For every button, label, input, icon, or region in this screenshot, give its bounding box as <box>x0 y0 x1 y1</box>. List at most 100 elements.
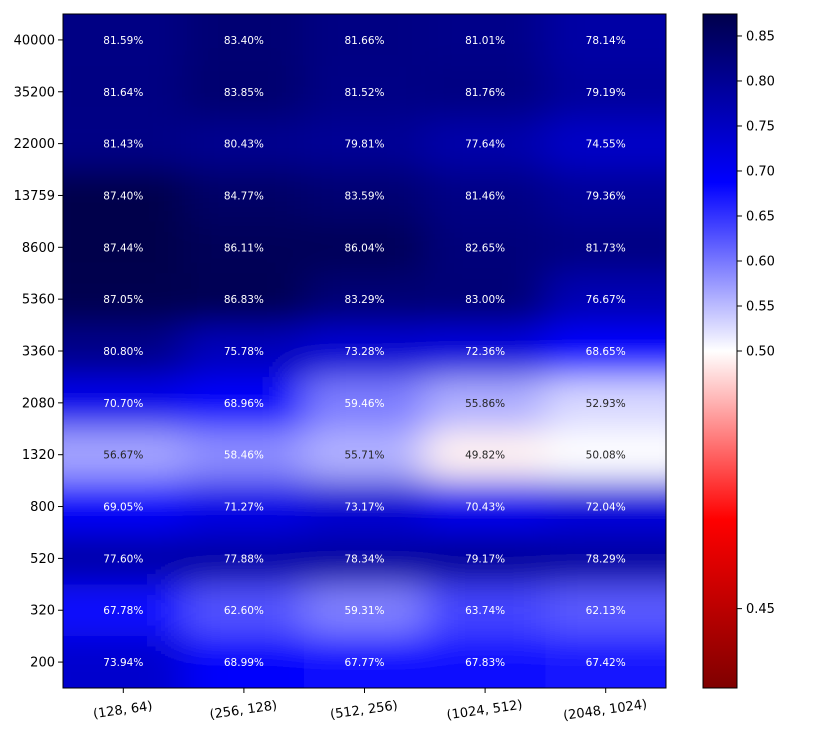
heatmap-cell <box>183 117 305 171</box>
cell-value-label: 79.19% <box>586 87 626 99</box>
heatmap-cell <box>545 221 666 274</box>
cell-value-label: 63.74% <box>465 605 505 617</box>
cell-value-label: 83.00% <box>465 294 505 306</box>
x-axis: (128, 64) (256, 128) (512, 256) (1024, 512)… <box>92 688 648 724</box>
cell-value-label: 81.52% <box>344 87 384 99</box>
y-tick-label: 1320 <box>22 448 55 463</box>
heatmap-cell <box>183 221 305 274</box>
y-tick-label: 13759 <box>14 189 55 204</box>
cell-value-label: 59.46% <box>344 398 384 410</box>
cell-value-label: 83.85% <box>224 87 264 99</box>
heatmap-cell <box>183 376 305 430</box>
y-tick-label: 320 <box>30 604 55 619</box>
colorbar-tick-label: 0.65 <box>746 209 775 224</box>
cell-value-label: 79.17% <box>465 553 505 565</box>
heatmap-cell <box>183 584 305 637</box>
heatmap-cell <box>545 376 666 430</box>
colorbar-tick-label: 0.70 <box>746 164 775 179</box>
heatmap-plot-area: 81.59% 83.40% 81.66% 81.01% 78.14% 81.64% 83.8… <box>62 13 667 689</box>
y-tick-label: 5360 <box>22 293 55 308</box>
cell-value-label: 74.55% <box>586 139 626 151</box>
cell-value-label: 67.83% <box>465 657 505 669</box>
cell-value-label: 83.59% <box>344 190 384 202</box>
heatmap-cell <box>304 532 426 585</box>
cell-value-label: 62.13% <box>586 605 626 617</box>
heatmap-cell <box>183 14 305 67</box>
y-tick-label: 520 <box>30 552 55 567</box>
heatmap-cell <box>183 428 305 482</box>
cell-value-label: 77.64% <box>465 139 505 151</box>
heatmap-cell-labels: 81.59% 83.40% 81.66% 81.01% 78.14% 81.64% 83.8… <box>103 35 625 669</box>
cell-value-label: 67.42% <box>586 657 626 669</box>
heatmap-cell <box>545 325 666 378</box>
cell-value-label: 55.71% <box>344 450 384 462</box>
cell-value-label: 73.28% <box>344 346 384 358</box>
heatmap-cell <box>63 65 185 119</box>
x-tick-label: (128, 64) <box>92 699 153 722</box>
heatmap-cell <box>304 273 426 326</box>
heatmap-cell <box>183 325 305 378</box>
cell-value-label: 70.70% <box>103 398 143 410</box>
heatmap-cell <box>63 532 185 585</box>
colorbar-tick-label: 0.60 <box>746 254 775 269</box>
heatmap-cell <box>545 636 666 688</box>
cell-value-label: 56.67% <box>103 450 143 462</box>
heatmap-cell <box>304 221 426 274</box>
x-tick-label: (2048, 1024) <box>562 697 648 724</box>
heatmap-cell <box>63 636 185 688</box>
heatmap-cell <box>424 273 546 326</box>
heatmap-cell <box>304 636 426 688</box>
heatmap-cell <box>63 117 185 171</box>
heatmap-cell <box>183 169 305 222</box>
heatmap-cell <box>63 14 185 67</box>
heatmap-cell <box>63 325 185 378</box>
cell-value-label: 71.27% <box>224 502 264 514</box>
cell-value-label: 81.01% <box>465 35 505 47</box>
cell-value-label: 80.80% <box>103 346 143 358</box>
colorbar-tick-label: 0.45 <box>746 602 775 617</box>
heatmap-cell <box>545 480 666 534</box>
y-tick-label: 40000 <box>14 33 55 48</box>
cell-value-label: 75.78% <box>224 346 264 358</box>
cell-value-label: 62.60% <box>224 605 264 617</box>
cell-value-label: 77.60% <box>103 553 143 565</box>
heatmap-cell <box>424 480 546 534</box>
cell-value-label: 86.11% <box>224 242 264 254</box>
heatmap-cell <box>424 584 546 637</box>
heatmap-cell <box>545 65 666 119</box>
heatmap-cell <box>304 480 426 534</box>
heatmap-cell <box>424 428 546 482</box>
heatmap-cell <box>304 117 426 171</box>
cell-value-label: 72.04% <box>586 502 626 514</box>
heatmap-cell <box>424 14 546 67</box>
heatmap-cell <box>63 273 185 326</box>
heatmap-cell <box>183 480 305 534</box>
heatmap-cell <box>545 532 666 585</box>
y-tick-label: 35200 <box>14 85 55 100</box>
heatmap-cell <box>304 428 426 482</box>
cell-value-label: 81.66% <box>344 35 384 47</box>
heatmap-cell <box>63 169 185 222</box>
x-tick-label: (512, 256) <box>329 698 398 722</box>
cell-value-label: 87.40% <box>103 190 143 202</box>
heatmap-cell <box>304 584 426 637</box>
heatmap-cell <box>424 532 546 585</box>
heatmap-cell <box>183 636 305 688</box>
y-tick-label: 800 <box>30 500 55 515</box>
colorbar-tick-label: 0.50 <box>746 345 775 360</box>
colorbar: 0.45 0.50 0.55 0.60 0.65 0.70 0.75 0.80 0.85 <box>702 13 775 689</box>
cell-value-label: 68.96% <box>224 398 264 410</box>
y-tick-label: 22000 <box>14 137 55 152</box>
heatmap-cell <box>545 273 666 326</box>
cell-value-label: 68.99% <box>224 657 264 669</box>
cell-value-label: 81.46% <box>465 190 505 202</box>
cell-value-label: 78.14% <box>586 35 626 47</box>
heatmap-cell <box>304 325 426 378</box>
heatmap-cell <box>424 65 546 119</box>
heatmap-cell <box>424 636 546 688</box>
cell-value-label: 49.82% <box>465 450 505 462</box>
colorbar-tick-label: 0.75 <box>746 119 775 134</box>
cell-value-label: 59.31% <box>344 605 384 617</box>
cell-value-label: 87.44% <box>103 242 143 254</box>
